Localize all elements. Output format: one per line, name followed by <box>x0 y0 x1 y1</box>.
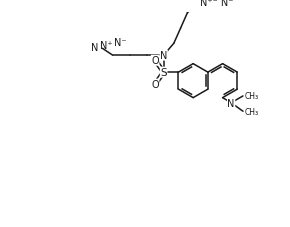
Text: N: N <box>91 43 99 53</box>
Text: S: S <box>160 68 167 78</box>
Text: N⁻: N⁻ <box>114 37 126 47</box>
Text: CH₃: CH₃ <box>245 92 259 101</box>
Text: N: N <box>227 98 235 108</box>
Text: N⁺: N⁺ <box>100 40 113 50</box>
Text: N: N <box>160 51 167 61</box>
Text: CH₃: CH₃ <box>245 107 259 116</box>
Text: O: O <box>151 80 159 90</box>
Text: O: O <box>151 56 159 66</box>
Text: N⁺⁻ N⁻: N⁺⁻ N⁻ <box>200 0 233 8</box>
